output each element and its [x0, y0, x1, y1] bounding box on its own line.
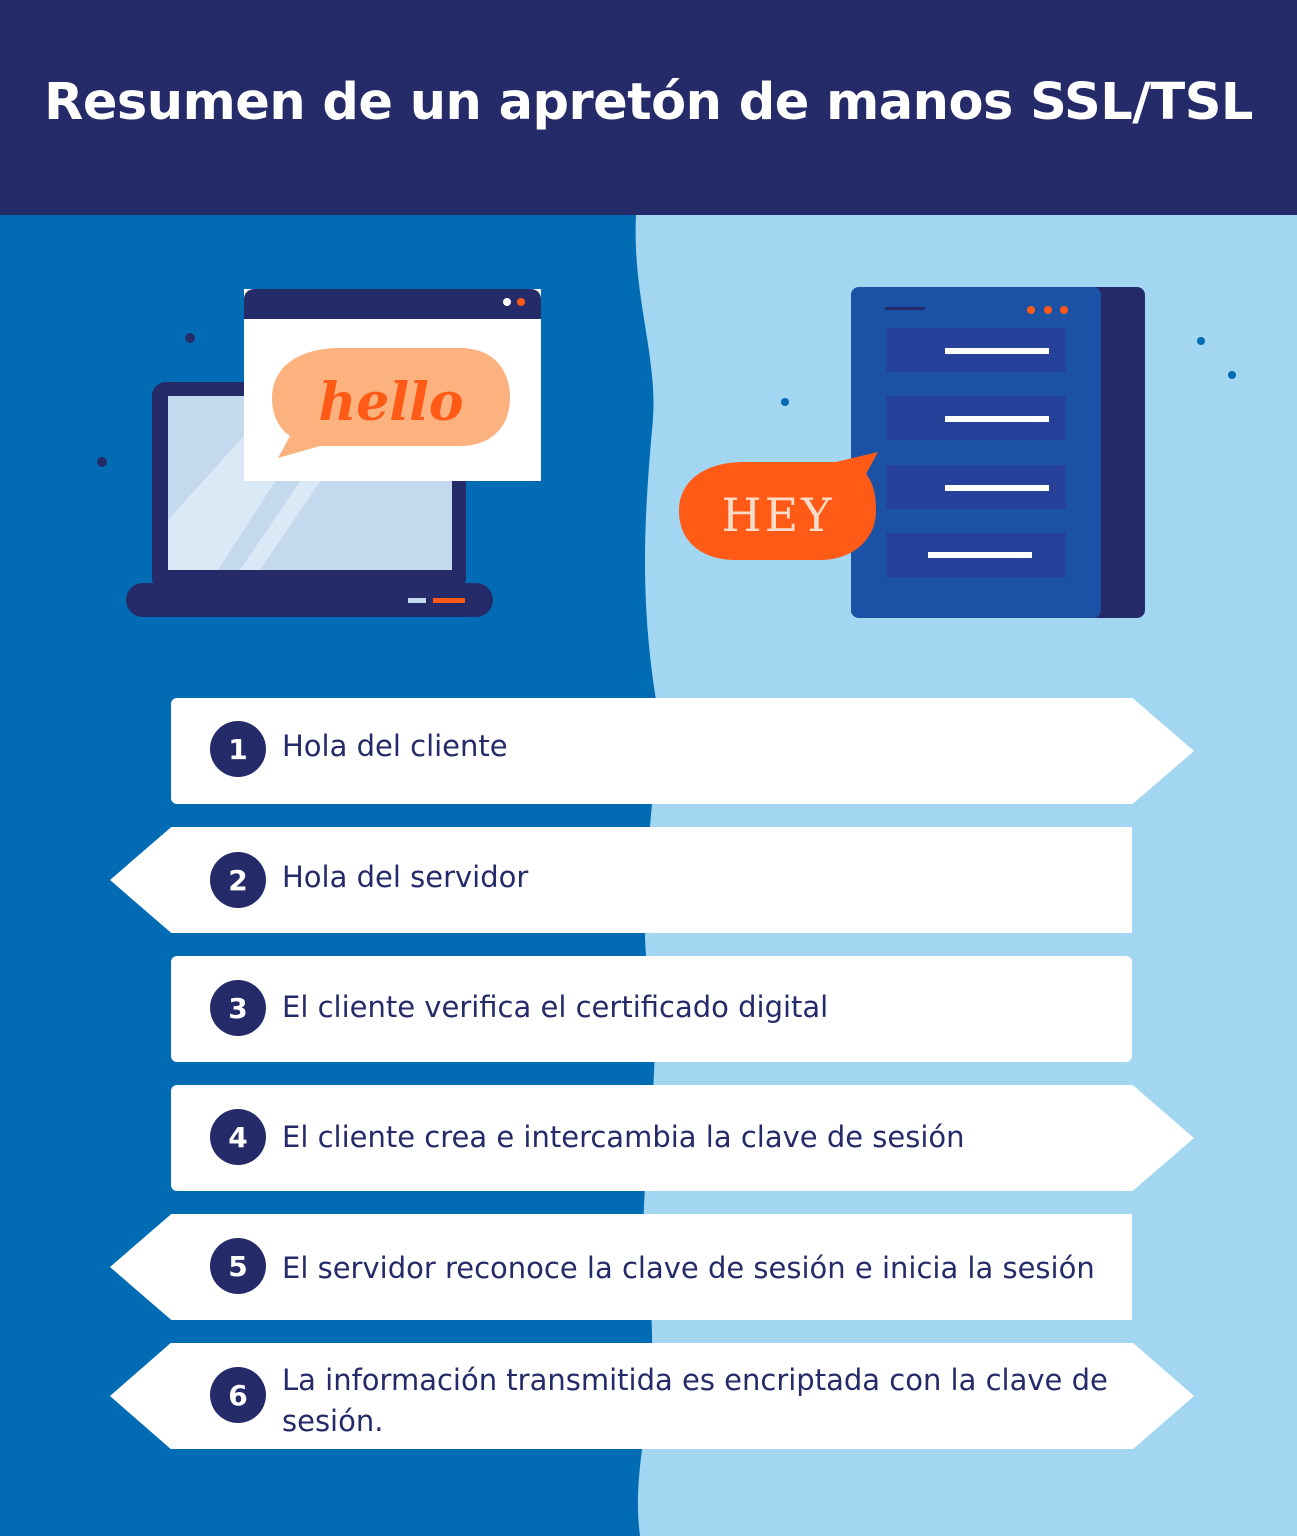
header-banner: Resumen de un apretón de manos SSL/TSL: [0, 0, 1297, 215]
step-2: [110, 827, 1132, 933]
step-6: [110, 1343, 1194, 1449]
decor-dot: [1228, 371, 1236, 379]
hey-bubble-text: HEY: [721, 488, 834, 542]
decor-dot: [1197, 337, 1205, 345]
step-1-label: Hola del cliente: [282, 729, 508, 763]
page-title: Resumen de un apretón de manos SSL/TSL: [44, 73, 1253, 132]
step-6-badge: 6: [210, 1367, 266, 1423]
step-4-label: El cliente crea e intercambia la clave d…: [282, 1120, 965, 1154]
step-2-label: Hola del servidor: [282, 860, 529, 894]
step-4-badge: 4: [210, 1109, 266, 1165]
step-5-badge: 5: [210, 1238, 266, 1294]
browser-window-icon: [244, 289, 541, 481]
step-2-badge: 2: [210, 852, 266, 908]
decor-dot: [185, 333, 195, 343]
server-icon: [679, 287, 1145, 618]
step-5: [110, 1214, 1132, 1320]
step-3-label: El cliente verifica el certificado digit…: [282, 990, 829, 1024]
step-6-label: La información transmitida es encriptada…: [282, 1363, 1108, 1438]
step-5-label: El servidor reconoce la clave de sesión …: [282, 1251, 1095, 1285]
illustration-art: hello HEY: [97, 287, 1236, 618]
step-1-badge: 1: [210, 721, 266, 777]
decor-dot: [97, 457, 107, 467]
step-1: [171, 698, 1194, 804]
hello-bubble-text: hello: [318, 372, 463, 433]
illustration: hello HEY: [0, 215, 1297, 685]
step-3: [171, 956, 1132, 1062]
decor-dot: [781, 398, 789, 406]
step-3-badge: 3: [210, 980, 266, 1036]
step-4: [171, 1085, 1194, 1191]
